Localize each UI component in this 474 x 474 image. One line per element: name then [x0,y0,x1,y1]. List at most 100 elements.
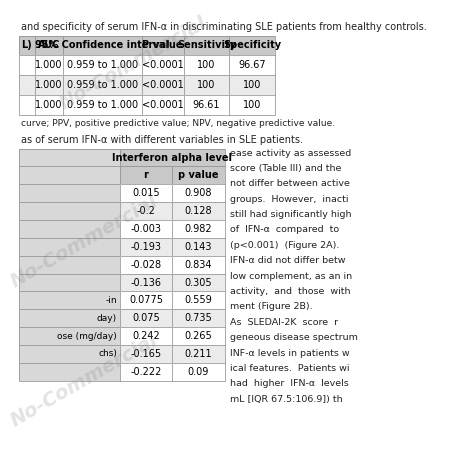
Bar [19,55,35,75]
Text: INF-α levels in patients w: INF-α levels in patients w [230,348,350,357]
Bar [119,149,225,166]
Bar [19,202,119,220]
Bar [19,202,119,220]
Bar [35,75,63,95]
Bar [172,310,225,327]
Text: P value: P value [142,40,183,50]
Bar [19,310,119,327]
Text: 1.000: 1.000 [35,100,63,110]
Text: low complement, as an in: low complement, as an in [230,272,352,281]
Text: day): day) [97,314,117,323]
Text: <0.0001: <0.0001 [142,80,183,90]
Bar [35,55,63,75]
Bar [119,327,172,345]
Text: No-Commercial: No-Commercial [8,331,162,431]
Text: 0.834: 0.834 [185,260,212,270]
Bar [172,310,225,327]
Text: groups.  However,  inacti: groups. However, inacti [230,195,348,204]
Bar [35,95,63,115]
Bar [119,202,172,220]
Text: -0.2: -0.2 [137,206,155,216]
Bar [119,220,172,238]
Bar [35,75,63,95]
Text: and specificity of serum IFN-α in discriminating SLE patients from healthy contr: and specificity of serum IFN-α in discri… [21,22,427,32]
Bar [19,75,35,95]
Bar [229,75,274,95]
Text: 100: 100 [197,80,216,90]
Text: chs): chs) [98,349,117,358]
Bar [19,184,119,202]
Bar [19,345,119,363]
Text: 0.559: 0.559 [184,295,212,305]
Bar [172,256,225,273]
Text: <0.0001: <0.0001 [142,100,183,110]
Bar [172,166,225,184]
Bar [119,363,172,381]
Bar [172,327,225,345]
Bar [142,95,183,115]
Bar [142,75,183,95]
Text: -0.193: -0.193 [130,242,162,252]
Bar [229,95,274,115]
Text: 0.242: 0.242 [132,331,160,341]
Bar [119,345,172,363]
Text: 0.143: 0.143 [185,242,212,252]
Bar [229,55,274,75]
Bar [172,184,225,202]
Bar [183,36,229,55]
Bar [19,149,119,166]
Bar [119,202,172,220]
Text: 0.908: 0.908 [185,188,212,198]
Text: 0.211: 0.211 [185,349,212,359]
Text: -0.003: -0.003 [130,224,162,234]
Bar [172,327,225,345]
Bar [19,345,119,363]
Text: AUC: AUC [37,40,60,50]
Bar [19,166,119,184]
Text: 100: 100 [197,60,216,70]
Text: 100: 100 [243,100,261,110]
Bar [119,310,172,327]
Bar [172,202,225,220]
Bar [119,273,172,292]
Text: still had significantly high: still had significantly high [230,210,352,219]
Bar [119,184,172,202]
Text: 0.265: 0.265 [184,331,212,341]
Bar [119,292,172,310]
Text: as of serum IFN-α with different variables in SLE patients.: as of serum IFN-α with different variabl… [21,135,303,145]
Bar [119,256,172,273]
Bar [19,327,119,345]
Bar [142,95,183,115]
Text: activity,  and  those  with: activity, and those with [230,287,350,296]
Text: <0.0001: <0.0001 [142,60,183,70]
Text: ose (mg/day): ose (mg/day) [57,332,117,341]
Bar [19,149,119,166]
Bar [142,75,183,95]
Text: 0.09: 0.09 [188,367,209,377]
Text: 0.959 to 1.000: 0.959 to 1.000 [66,100,138,110]
Bar [183,95,229,115]
Text: mL [IQR 67.5:106.9]) th: mL [IQR 67.5:106.9]) th [230,395,343,404]
Bar [229,36,274,55]
Bar [19,220,119,238]
Text: -0.222: -0.222 [130,367,162,377]
Bar [119,273,172,292]
Text: 100: 100 [243,80,261,90]
Bar [172,220,225,238]
Bar [142,36,183,55]
Text: -0.165: -0.165 [130,349,162,359]
Text: 0.959 to 1.000: 0.959 to 1.000 [66,60,138,70]
Bar [19,166,119,184]
Bar [172,184,225,202]
Text: Specificity: Specificity [223,40,281,50]
Bar [119,256,172,273]
Bar [119,327,172,345]
Text: 0.128: 0.128 [185,206,212,216]
Bar [19,95,35,115]
Bar [119,238,172,256]
Bar [19,273,119,292]
Bar [19,256,119,273]
Bar [183,95,229,115]
Bar [119,166,172,184]
Bar [172,166,225,184]
